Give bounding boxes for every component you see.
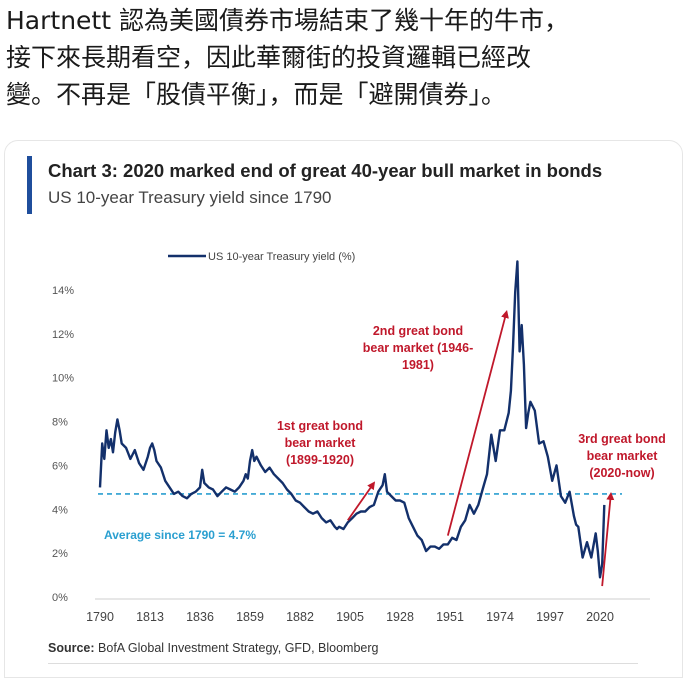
annotation-3: 3rd great bond bear market (2020-now) (578, 432, 666, 480)
bottom-rule (48, 663, 638, 664)
x-tick-label: 1997 (536, 610, 564, 624)
x-tick-label: 1974 (486, 610, 514, 624)
annotation-line: 1981) (402, 358, 434, 372)
title-accent-bar (27, 156, 32, 214)
post-text-line-1: Hartnett 認為美國債券市場結束了幾十年的牛市， (6, 6, 569, 35)
post-text: Hartnett 認為美國債券市場結束了幾十年的牛市， 接下來長期看空，因此華爾… (6, 2, 678, 113)
chart-card[interactable] (4, 140, 683, 678)
source-label: Source: (48, 641, 95, 655)
y-tick-label: 10% (52, 373, 74, 385)
annotation-2: 2nd great bond bear market (1946- 1981) (363, 324, 473, 372)
chart-subtitle: US 10-year Treasury yield since 1790 (48, 188, 332, 207)
annotation-line: (2020-now) (589, 466, 654, 480)
y-tick-label: 6% (52, 460, 68, 472)
y-tick-label: 2% (52, 548, 68, 560)
y-tick-label: 0% (52, 592, 68, 604)
annotation-line: bear market (285, 436, 357, 450)
annotation-line: 2nd great bond (373, 324, 463, 338)
annotation-arrow-1 (347, 481, 376, 521)
post-text-line-3: 變。不再是「股債平衡」，而是「避開債券」。 (6, 80, 507, 109)
annotation-1: 1st great bond bear market (1899-1920) (277, 419, 363, 467)
x-tick-label: 1928 (386, 610, 414, 624)
series-line-0 (98, 260, 606, 579)
legend-label: US 10-year Treasury yield (%) (208, 251, 355, 263)
x-tick-label: 1859 (236, 610, 264, 624)
chart-title: Chart 3: 2020 marked end of great 40-yea… (48, 160, 603, 181)
annotation-line: 1st great bond (277, 419, 363, 433)
post-text-line-2: 接下來長期看空，因此華爾街的投資邏輯已經改 (6, 43, 532, 72)
x-tick-label: 1951 (436, 610, 464, 624)
x-tick-label: 2020 (586, 610, 614, 624)
annotation-line: (1899-1920) (286, 453, 354, 467)
annotation-arrow-2 (446, 309, 509, 536)
x-tick-label: 1836 (186, 610, 214, 624)
annotation-line: bear market (587, 449, 659, 463)
annotation-arrow-3 (601, 491, 615, 587)
annotation-line: bear market (1946- (363, 341, 473, 355)
x-tick-label: 1790 (86, 610, 114, 624)
x-tick-label: 1813 (136, 610, 164, 624)
annotation-line: 3rd great bond (578, 432, 666, 446)
average-label: Average since 1790 = 4.7% (104, 528, 256, 542)
source-text: BofA Global Investment Strategy, GFD, Bl… (98, 641, 379, 655)
y-tick-label: 8% (52, 417, 68, 429)
y-tick-label: 12% (52, 329, 74, 341)
x-tick-label: 1905 (336, 610, 364, 624)
x-tick-label: 1882 (286, 610, 314, 624)
source-note: Source: BofA Global Investment Strategy,… (48, 641, 378, 655)
y-tick-label: 14% (52, 285, 74, 297)
y-tick-label: 4% (52, 504, 68, 516)
